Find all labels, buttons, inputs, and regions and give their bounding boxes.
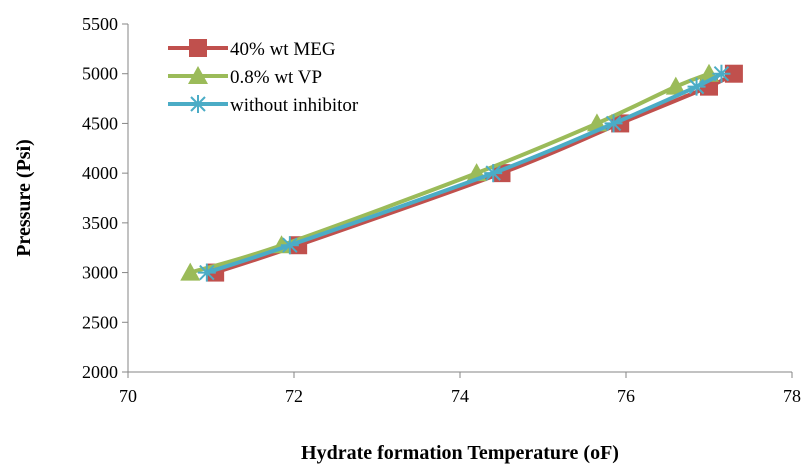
legend-triangle-marker [188,66,208,84]
x-tick-label: 72 [285,386,303,406]
x-tick-label: 70 [119,386,137,406]
legend-item: without inhibitor [168,95,359,116]
data-point-triangle-marker [180,262,201,281]
legend-item: 0.8% wt VP [168,66,322,88]
data-point-asterisk-marker [687,77,706,96]
data-point-asterisk-marker [280,236,299,255]
x-tick-label: 76 [617,386,635,406]
y-tick-label: 2500 [82,312,118,332]
legend-item: 40% wt MEG [168,39,336,60]
y-tick-label: 5000 [82,64,118,84]
legend-asterisk-marker [189,95,207,113]
legend-label: 0.8% wt VP [230,67,322,88]
series-group [180,63,743,282]
legend-label: 40% wt MEG [230,39,336,60]
legend: 40% wt MEG 0.8% wt VP without inhibitor [168,39,359,116]
y-tick-label: 2000 [82,362,118,382]
axes: 2000 2500 3000 3500 4000 4500 5000 5500 70 72 74 76… [82,14,801,406]
y-tick-label: 4500 [82,113,118,133]
legend-square-marker [189,39,207,57]
data-point-square-marker [724,64,743,83]
x-tick-label: 78 [783,386,801,406]
legend-label: without inhibitor [230,95,359,116]
y-axis-title: Pressure (Psi) [13,139,35,257]
data-point-asterisk-marker [712,64,731,83]
data-point-asterisk-marker [604,114,623,133]
y-tick-label: 3000 [82,263,118,283]
y-tick-label: 3500 [82,213,118,233]
y-tick-label: 5500 [82,14,118,34]
x-tick-label: 74 [451,386,469,406]
series-2 [197,64,731,282]
data-point-asterisk-marker [197,263,216,282]
data-point-triangle-marker [665,76,686,95]
x-axis-title: Hydrate formation Temperature (oF) [301,442,619,464]
y-tick-label: 4000 [82,163,118,183]
data-point-asterisk-marker [484,164,503,183]
